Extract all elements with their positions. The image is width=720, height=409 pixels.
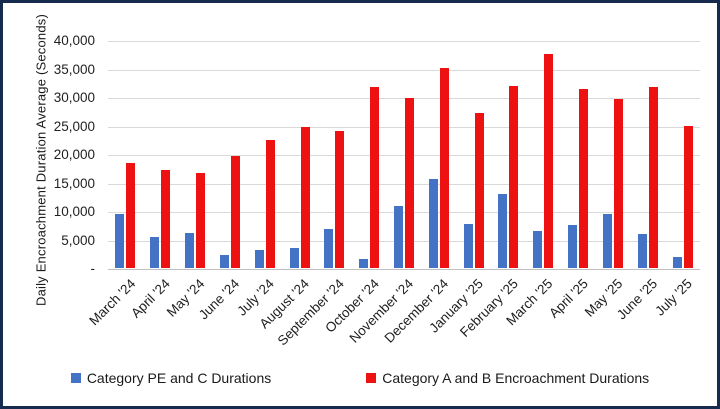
bar-series-0-december-24	[429, 179, 438, 268]
bar-series-0-november-24	[394, 206, 403, 268]
bar-series-1-june-24	[231, 156, 240, 268]
bar-series-1-june-25	[649, 87, 658, 268]
y-axis-tick-label: -	[90, 261, 96, 276]
bar-series-0-september-24	[324, 229, 333, 268]
gridline	[108, 155, 700, 156]
bar-series-0-october-24	[359, 259, 368, 268]
legend-swatch-blue-icon	[70, 373, 81, 383]
bar-series-0-january-25	[464, 224, 473, 268]
gridline	[108, 184, 700, 185]
gridline	[108, 241, 700, 242]
bar-series-1-october-24	[370, 87, 379, 268]
gridline	[108, 269, 700, 270]
bar-series-1-july-25	[684, 126, 693, 268]
bar-series-1-april-24	[161, 170, 170, 268]
bar-series-1-january-25	[475, 113, 484, 268]
bar-series-0-july-24	[255, 250, 264, 268]
bar-series-1-july-24	[266, 140, 275, 268]
bar-series-0-june-24	[220, 255, 229, 268]
gridline	[108, 212, 700, 213]
y-axis-tick-label: 20,000	[53, 147, 95, 162]
plot-area	[108, 41, 700, 270]
y-axis-tick-label: 5,000	[61, 233, 95, 248]
gridline	[108, 98, 700, 99]
bar-series-1-december-24	[440, 68, 449, 268]
x-axis-label: July '25	[652, 276, 696, 319]
bar-series-0-august-24	[290, 248, 299, 268]
bar-series-0-may-24	[185, 233, 194, 268]
x-axis-label: March '24	[85, 276, 139, 329]
y-axis-tick-label: 30,000	[53, 90, 95, 105]
legend-item-a-and-b: Category A and B Encroachment Durations	[366, 370, 649, 386]
y-axis-tick-label: 40,000	[53, 33, 95, 48]
legend: Category PE and C Durations Category A a…	[3, 370, 717, 386]
bar-series-0-april-25	[568, 225, 577, 268]
bar-series-0-june-25	[638, 234, 647, 268]
bar-series-0-july-25	[673, 257, 682, 268]
bar-series-1-march-24	[126, 163, 135, 268]
legend-label-pe-and-c: Category PE and C Durations	[86, 370, 272, 386]
y-axis-tick-label: 35,000	[53, 62, 95, 77]
legend-item-pe-and-c: Category PE and C Durations	[70, 370, 272, 386]
bar-series-1-august-24	[301, 127, 310, 268]
bar-series-1-february-25	[509, 86, 518, 268]
x-axis-label: April '25	[545, 276, 591, 321]
y-axis-tick-label: 25,000	[53, 119, 95, 134]
bar-series-1-may-25	[614, 99, 623, 268]
legend-swatch-red-icon	[366, 373, 377, 383]
y-axis-tick-label: 10,000	[53, 204, 95, 219]
bar-series-1-november-24	[405, 98, 414, 268]
bar-series-0-april-24	[150, 237, 159, 268]
gridline	[108, 41, 700, 42]
bar-series-0-may-25	[603, 214, 612, 268]
bar-series-0-march-25	[533, 231, 542, 268]
bar-series-1-march-25	[544, 54, 553, 268]
legend-label-a-and-b: Category A and B Encroachment Durations	[382, 370, 650, 386]
bar-series-1-september-24	[335, 131, 344, 268]
y-axis-tick-label: 15,000	[53, 176, 95, 191]
bar-series-1-april-25	[579, 89, 588, 268]
gridline	[108, 127, 700, 128]
gridline	[108, 70, 700, 71]
bar-series-0-march-24	[115, 214, 124, 268]
bar-series-1-may-24	[196, 173, 205, 268]
bar-series-0-february-25	[498, 194, 507, 268]
